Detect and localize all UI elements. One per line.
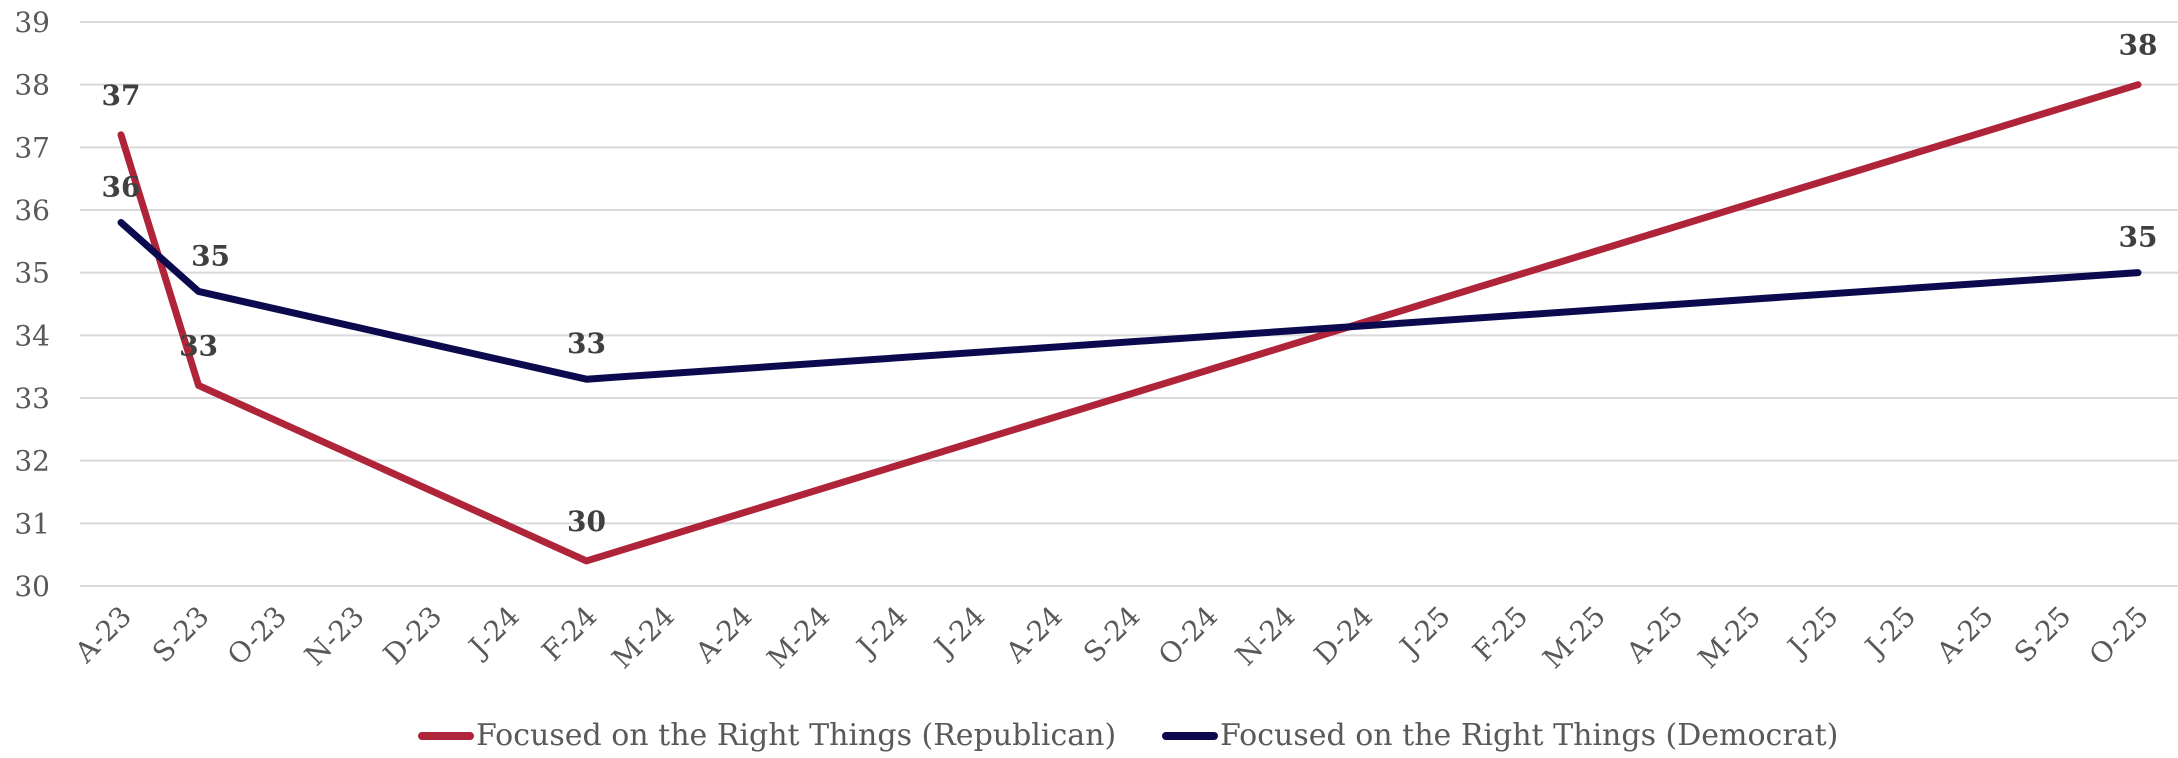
x-tick-label: N-24 [1229,600,1302,673]
x-tick-label: A-25 [1930,600,2000,670]
x-tick-label: D-24 [1308,600,1379,671]
x-tick-label: S-24 [1077,600,1147,670]
series-line-1 [117,219,2142,383]
data-label: 33 [567,327,606,360]
x-tick-label: D-23 [377,600,448,671]
x-tick-label: J-24 [461,600,526,665]
x-tick-label: M-24 [761,600,836,675]
x-tick-label: J-24 [848,600,913,665]
x-tick-label: M-24 [605,600,680,675]
x-tick-label: S-23 [146,600,216,670]
y-tick-label: 36 [14,194,50,227]
y-tick-label: 30 [14,570,50,603]
legend-label-republican: Focused on the Right Things (Republican) [476,718,1117,753]
x-tick-label: J-24 [926,600,991,665]
series-lines [117,81,2142,565]
gridlines [80,21,2178,587]
y-tick-label: 37 [14,131,50,164]
legend-swatch-republican [418,731,474,740]
data-label: 35 [2119,221,2158,254]
series-line-0 [117,81,2142,565]
x-tick-label: A-24 [688,600,758,670]
x-tick-label: N-23 [298,600,371,673]
y-tick-label: 38 [14,69,50,102]
x-axis-ticks: A-23 S-23 O-23 N-23 D-23 J-24 F-24 M-24 A-24 M-24… [68,600,2155,675]
x-tick-label: J-25 [1779,600,1844,665]
x-tick-label: A-23 [68,600,138,670]
x-tick-label: J-25 [1391,600,1456,665]
x-tick-label: M-25 [1536,600,1611,675]
data-label: 36 [102,171,141,204]
legend-swatch-democrat [1162,731,1218,740]
legend-item-republican: Focused on the Right Things (Republican) [418,718,1116,753]
data-labels: 37 33 30 38 36 35 33 35 [102,29,2158,538]
data-label: 37 [102,79,141,112]
y-tick-label: 32 [14,445,50,478]
x-tick-label: J-25 [1857,600,1922,665]
x-tick-label: O-24 [1152,600,1224,672]
y-tick-label: 39 [14,6,50,39]
y-tick-label: 33 [14,382,50,415]
x-tick-label: O-25 [2083,600,2155,672]
x-tick-label: A-24 [999,600,1069,670]
x-tick-label: M-25 [1692,600,1767,675]
data-label: 30 [567,505,606,538]
y-axis-ticks: 30 31 32 33 34 35 36 37 38 39 [14,6,50,603]
x-tick-label: S-25 [2008,600,2078,670]
legend: Focused on the Right Things (Republican)… [0,718,2178,758]
data-label: 38 [2119,29,2158,62]
y-tick-label: 34 [14,319,50,352]
x-tick-label: F-25 [1466,600,1534,668]
x-tick-label: F-24 [535,600,603,668]
data-label: 33 [179,329,218,362]
legend-item-democrat: Focused on the Right Things (Democrat) [1162,718,1838,753]
x-tick-label: O-23 [221,600,293,672]
data-label: 35 [191,239,230,272]
y-tick-label: 35 [14,257,50,290]
y-tick-label: 31 [14,507,50,540]
x-tick-label: A-25 [1619,600,1689,670]
legend-label-democrat: Focused on the Right Things (Democrat) [1220,718,1839,753]
